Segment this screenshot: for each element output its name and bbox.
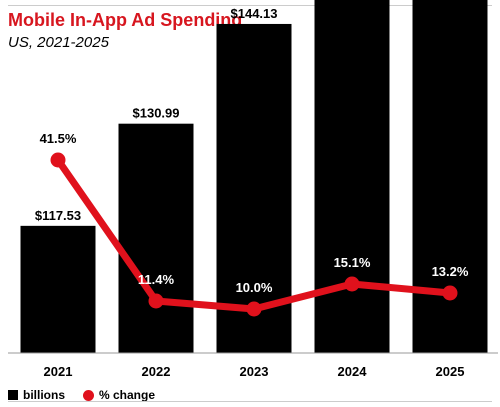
bar-value-label-2023: $144.13 (231, 6, 278, 21)
chart-subtitle: US, 2021-2025 (8, 34, 109, 51)
line-value-label-2023: 10.0% (236, 280, 273, 295)
legend-bar-label: billions (23, 388, 65, 402)
line-value-label-2021: 41.5% (40, 131, 77, 146)
line-point-2022 (148, 293, 164, 309)
line-point-2025 (442, 285, 458, 301)
x-tick-label-2025: 2025 (436, 364, 465, 379)
line-point-2021 (50, 152, 66, 168)
top-rule (8, 5, 492, 6)
x-tick-label-2022: 2022 (142, 364, 171, 379)
legend-line-swatch (83, 389, 94, 401)
x-tick-label-2021: 2021 (44, 364, 73, 379)
legend-line-label: % change (99, 388, 156, 402)
x-tick-label-2024: 2024 (338, 364, 368, 379)
bar-value-label-2021: $117.53 (35, 208, 81, 223)
line-value-label-2025: 13.2% (432, 264, 469, 279)
bar-2022 (118, 123, 194, 353)
line-point-2023 (246, 301, 262, 317)
x-tick-label-2023: 2023 (240, 364, 269, 379)
bottom-rule (8, 401, 492, 402)
bar-2021 (20, 225, 96, 353)
legend: billions % change (8, 387, 155, 403)
bar-2024 (314, 0, 390, 354)
bar-value-label-2022: $130.99 (133, 106, 180, 121)
line-point-2024 (344, 276, 360, 292)
bar-2023 (216, 23, 292, 353)
line-value-label-2024: 15.1% (334, 255, 371, 270)
chart-title: Mobile In-App Ad Spending (8, 10, 243, 30)
legend-bar-swatch (8, 390, 18, 400)
line-value-label-2022: 11.4% (138, 272, 175, 287)
